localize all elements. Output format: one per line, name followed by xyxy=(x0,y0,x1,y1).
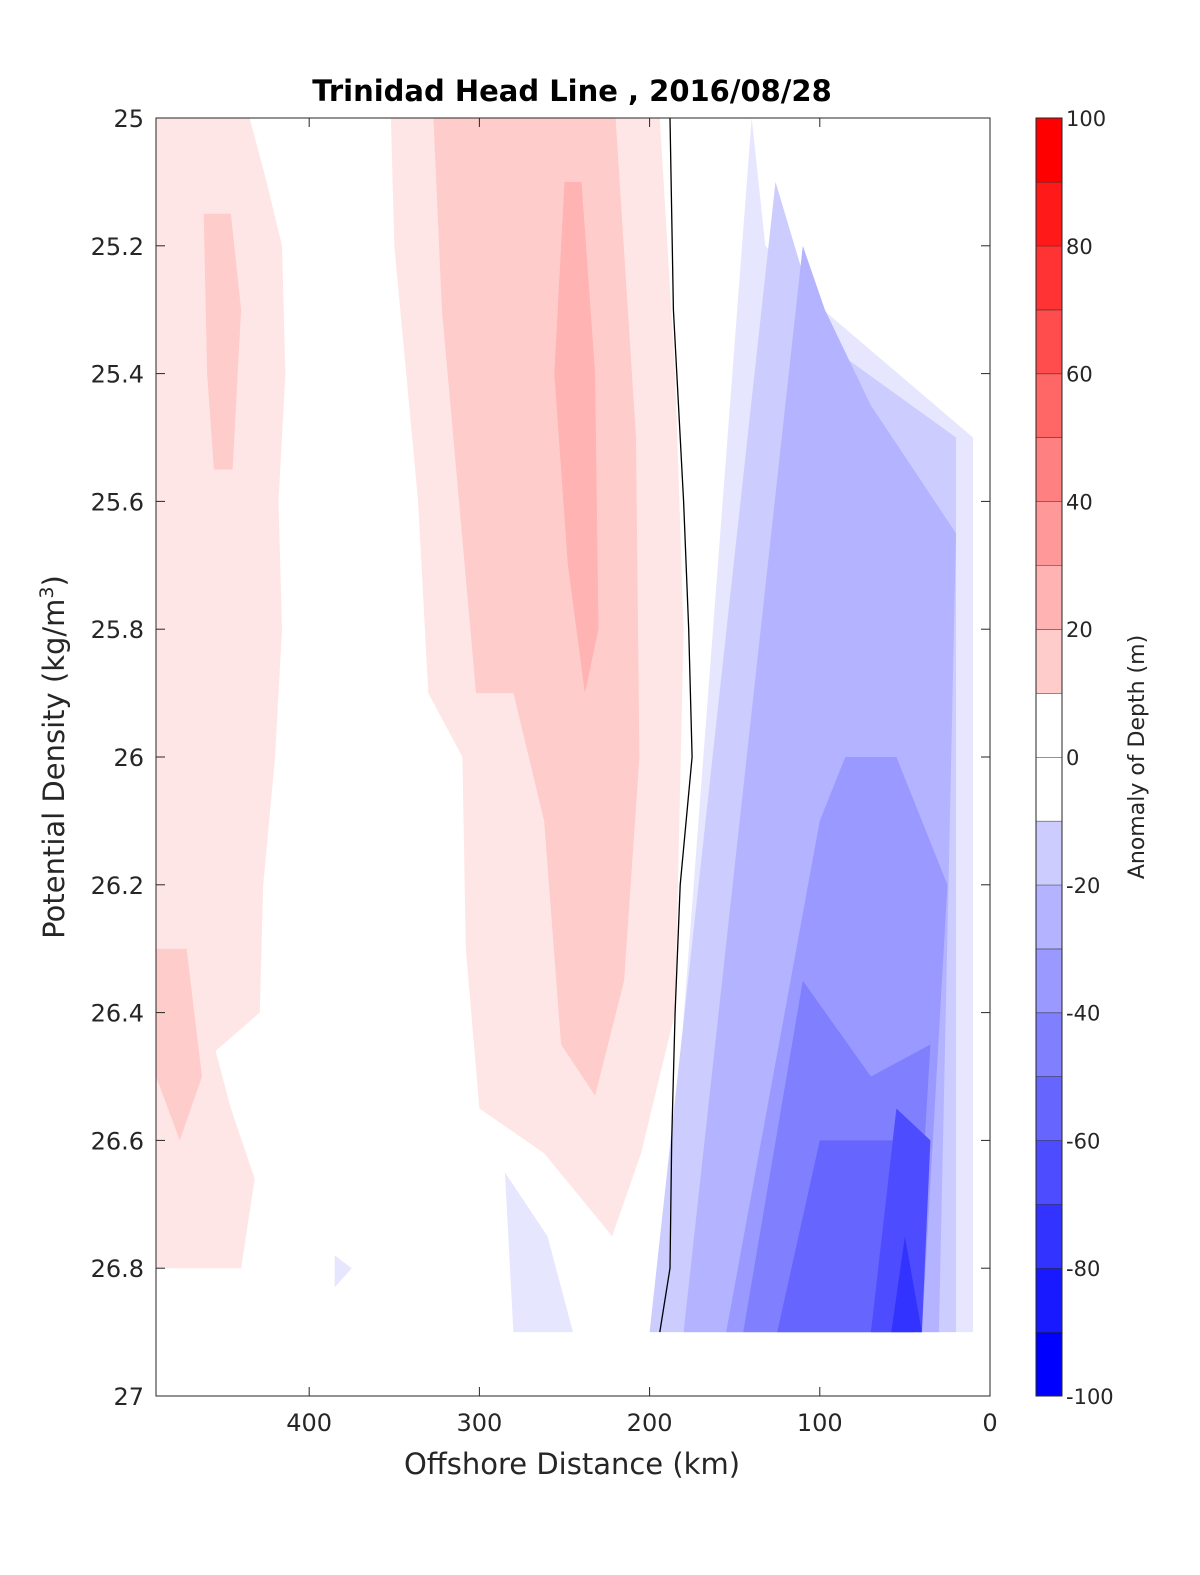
x-tick-label: 0 xyxy=(982,1409,997,1437)
colorbar-tick-label: -80 xyxy=(1066,1257,1100,1281)
colorbar-cell xyxy=(1036,1140,1062,1205)
colorbar-cell xyxy=(1036,629,1062,694)
colorbar-cell xyxy=(1036,565,1062,630)
colorbar-cell xyxy=(1036,884,1062,949)
colorbar-cell xyxy=(1036,245,1062,310)
y-tick-label: 25.8 xyxy=(91,616,144,644)
anomaly-region xyxy=(891,1236,922,1333)
colorbar-frame xyxy=(1035,117,1063,1397)
y-tick-label: 26 xyxy=(113,744,144,772)
colorbar-cell xyxy=(1036,693,1062,757)
colorbar-tick-label: 100 xyxy=(1066,107,1106,131)
colorbar-cell xyxy=(1036,1268,1062,1333)
anomaly-region xyxy=(156,948,202,1141)
chart-title: Trinidad Head Line , 2016/08/28 xyxy=(312,74,832,108)
colorbar-cell xyxy=(1036,501,1062,566)
x-tick-label: 100 xyxy=(797,1409,843,1437)
colorbar-cell xyxy=(1036,1204,1062,1269)
colorbar-cell xyxy=(1036,118,1062,182)
colorbar-cell xyxy=(1036,373,1062,438)
x-tick-label: 300 xyxy=(456,1409,502,1437)
colorbar-tick-label: -60 xyxy=(1066,1129,1100,1153)
y-tick-label: 26.6 xyxy=(91,1127,144,1155)
colorbar-label: Anomaly of Depth (m) xyxy=(1125,635,1150,879)
colorbar-tick-label: 80 xyxy=(1066,235,1093,259)
colorbar-cell xyxy=(1036,1076,1062,1141)
colorbar-tick-label: -40 xyxy=(1066,1002,1100,1026)
anomaly-region xyxy=(504,1172,573,1333)
colorbar-cell xyxy=(1036,437,1062,502)
y-tick-label: 25.4 xyxy=(91,361,144,389)
y-axis: 25 25.2 25.4 25.6 25.8 26 26.2 26.4 26.6 26.8 27 xyxy=(91,105,990,1411)
colorbar-tick-label: 40 xyxy=(1066,490,1093,514)
colorbar-tick-label: -100 xyxy=(1066,1385,1114,1409)
x-tick-label: 200 xyxy=(627,1409,673,1437)
anomaly-region xyxy=(334,1255,352,1288)
colorbar: 100 80 60 40 20 0 -20 -40 -60 -80 -100 xyxy=(1035,107,1114,1409)
anomaly-contour-fill xyxy=(156,118,973,1333)
y-tick-label: 25.2 xyxy=(91,233,144,261)
colorbar-cell xyxy=(1036,948,1062,1013)
anomaly-region xyxy=(870,1108,931,1333)
y-tick-label: 25 xyxy=(113,105,144,133)
colorbar-cell xyxy=(1036,820,1062,885)
colorbar-cell xyxy=(1036,181,1062,246)
y-axis-label: Potential Density (kg/m3) xyxy=(36,575,71,939)
x-axis-label: Offshore Distance (km) xyxy=(404,1447,740,1481)
colorbar-tick-label: 60 xyxy=(1066,363,1093,387)
y-tick-label: 26.8 xyxy=(91,1255,144,1283)
colorbar-tick-label: 0 xyxy=(1066,746,1079,770)
zero-contour xyxy=(659,118,693,1333)
y-tick-label: 25.6 xyxy=(91,488,144,516)
anomaly-region xyxy=(203,213,242,470)
colorbar-cell xyxy=(1036,309,1062,374)
colorbar-cell xyxy=(1036,1332,1062,1396)
x-tick-label: 400 xyxy=(286,1409,332,1437)
y-tick-label: 26.2 xyxy=(91,872,144,900)
colorbar-cell xyxy=(1036,757,1062,821)
colorbar-cell xyxy=(1036,1012,1062,1077)
anomaly-region xyxy=(554,181,599,694)
x-axis: 400 300 200 100 0 xyxy=(286,118,998,1437)
colorbar-tick-label: -20 xyxy=(1066,874,1100,898)
y-tick-label: 26.4 xyxy=(91,1000,144,1028)
colorbar-tick-label: 20 xyxy=(1066,618,1093,642)
y-tick-label: 27 xyxy=(113,1383,144,1411)
zero-contour-lines xyxy=(659,118,693,1333)
